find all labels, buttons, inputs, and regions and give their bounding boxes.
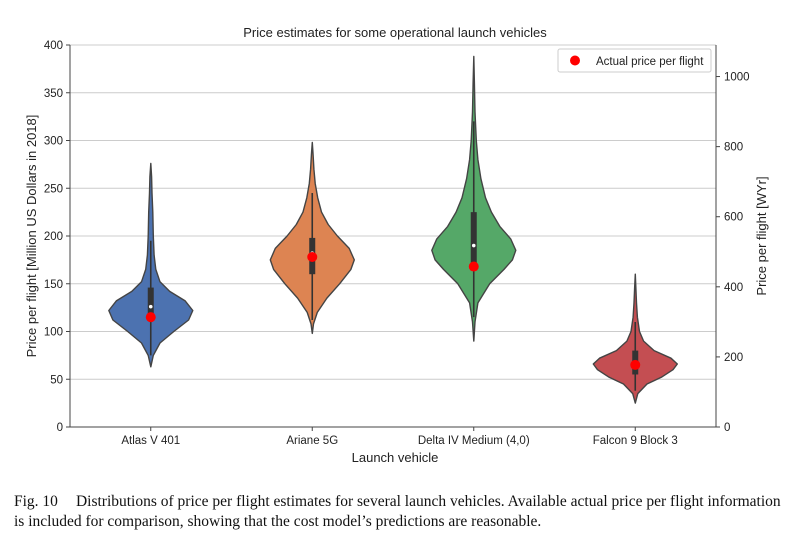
y-tick-label: 200 bbox=[44, 231, 63, 243]
y-tick-label: 150 bbox=[44, 279, 63, 291]
x-tick-label: Ariane 5G bbox=[286, 435, 338, 447]
y-tick-label: 400 bbox=[44, 40, 63, 52]
y-right-tick-label: 0 bbox=[724, 422, 730, 434]
violin-iqr-box bbox=[470, 212, 477, 267]
figure-caption: Fig. 10 Distributions of price per flight… bbox=[14, 492, 790, 532]
violin-median bbox=[148, 304, 153, 309]
x-axis-label: Launch vehicle bbox=[352, 450, 439, 465]
legend-marker bbox=[570, 55, 580, 66]
actual-price-marker bbox=[630, 359, 641, 370]
figure-label: Fig. 10 bbox=[14, 493, 58, 510]
y-tick-label: 250 bbox=[44, 183, 63, 195]
axes: 0 50 100 150 200 250 300 350 400 0 200 400 600 800 100… bbox=[44, 40, 750, 447]
legend-box bbox=[557, 48, 712, 73]
violin-median bbox=[471, 243, 476, 248]
y-axis-label-right: Price per flight [WYr] bbox=[754, 176, 769, 295]
y-tick-label: 300 bbox=[44, 136, 63, 148]
legend-label: Actual price per flight bbox=[596, 56, 704, 68]
y-right-tick-label: 1000 bbox=[724, 72, 750, 84]
y-right-tick-label: 200 bbox=[724, 352, 743, 364]
y-tick-label: 100 bbox=[44, 327, 63, 339]
y-right-tick-label: 400 bbox=[724, 282, 743, 294]
y-axis-label: Price per flight [Million US Dollars in … bbox=[24, 115, 39, 358]
violin-1 bbox=[269, 141, 355, 335]
violin-iqr-box bbox=[147, 287, 154, 321]
caption-text: Distributions of price per flight estima… bbox=[14, 493, 781, 530]
y-right-tick-label: 600 bbox=[724, 212, 743, 224]
y-right-tick-label: 800 bbox=[724, 142, 743, 154]
legend: Actual price per flight bbox=[557, 48, 712, 73]
actual-price-marker bbox=[468, 261, 479, 272]
violins bbox=[108, 55, 678, 404]
x-tick-label: Atlas V 401 bbox=[121, 435, 180, 447]
y-tick-label: 50 bbox=[50, 374, 63, 386]
y-tick-label: 350 bbox=[44, 88, 63, 100]
grid-lines bbox=[70, 44, 716, 428]
violin-0 bbox=[108, 162, 194, 368]
x-tick-label: Falcon 9 Block 3 bbox=[593, 435, 678, 447]
violin-2 bbox=[431, 55, 517, 342]
x-tick-label: Delta IV Medium (4,0) bbox=[418, 435, 530, 447]
actual-price-marker bbox=[145, 312, 156, 323]
violin-chart: Price estimates for some operational lau… bbox=[24, 25, 769, 465]
actual-price-marker bbox=[307, 252, 318, 263]
chart-title: Price estimates for some operational lau… bbox=[243, 25, 547, 40]
violin-3 bbox=[592, 273, 678, 404]
y-tick-label: 0 bbox=[57, 422, 63, 434]
